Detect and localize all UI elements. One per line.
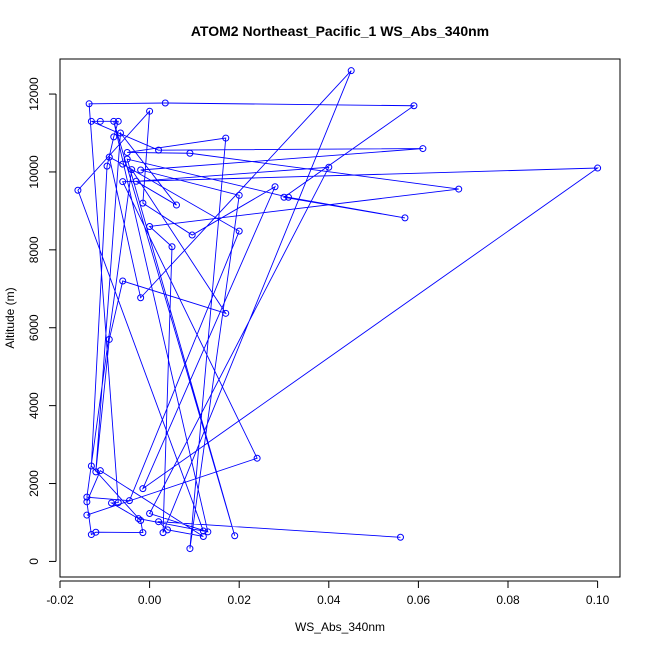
data-point: [235, 227, 243, 235]
data-point: [96, 117, 104, 125]
x-tick-label: 0.10: [586, 593, 610, 607]
series-line: [77, 70, 600, 549]
data-point: [83, 498, 91, 506]
data-point: [155, 146, 163, 154]
data-point: [119, 178, 127, 186]
y-axis-label: Altitude (m): [3, 287, 17, 348]
data-point: [410, 102, 418, 110]
data-point: [235, 191, 243, 199]
data-point: [325, 163, 333, 171]
y-tick-label: 0: [27, 558, 41, 565]
data-point: [231, 532, 239, 540]
data-point: [74, 186, 82, 194]
data-point: [134, 515, 142, 523]
data-point: [123, 148, 131, 156]
x-tick-label: 0.06: [407, 593, 431, 607]
data-point: [137, 294, 145, 302]
y-tick-label: 12000: [27, 77, 41, 111]
data-point: [222, 309, 230, 317]
data-point: [204, 528, 212, 536]
data-point: [103, 162, 111, 170]
data-point: [128, 166, 136, 174]
data-point: [110, 117, 118, 125]
data-point: [455, 185, 463, 193]
data-point: [125, 497, 133, 505]
data-point: [132, 177, 140, 185]
data-point: [139, 199, 147, 207]
data-point: [119, 160, 127, 168]
data-point: [594, 164, 602, 172]
data-point: [137, 166, 145, 174]
chart-title: ATOM2 Northeast_Pacific_1 WS_Abs_340nm: [191, 23, 489, 39]
data-point: [401, 214, 409, 222]
data-point: [172, 201, 180, 209]
data-point: [116, 129, 124, 137]
y-tick-label: 4000: [27, 392, 41, 419]
data-point: [396, 533, 404, 541]
x-tick-label: 0.04: [317, 593, 341, 607]
y-axis: 0 2000 4000 6000 8000 10000 12000: [27, 77, 57, 565]
y-tick-label: 8000: [27, 236, 41, 263]
data-point: [114, 499, 122, 507]
data-point: [123, 155, 131, 163]
data-point: [146, 222, 154, 230]
data-point: [87, 462, 95, 470]
data-point: [119, 277, 127, 285]
data-point: [161, 99, 169, 107]
data-point: [188, 231, 196, 239]
data-point: [419, 145, 427, 153]
data-point: [155, 518, 163, 526]
data-point: [110, 133, 118, 141]
data-point: [284, 193, 292, 201]
data-point: [168, 243, 176, 251]
data-point: [186, 545, 194, 553]
data-point: [146, 107, 154, 115]
data-point: [92, 468, 100, 476]
data-point: [83, 493, 91, 501]
data-point: [222, 134, 230, 142]
y-tick-label: 10000: [27, 155, 41, 189]
data-point: [85, 100, 93, 108]
data-point: [280, 193, 288, 201]
y-tick-label: 2000: [27, 470, 41, 497]
data-point: [92, 528, 100, 536]
plot-area: [59, 58, 621, 578]
x-tick-label: 0.08: [496, 593, 520, 607]
data-point: [139, 485, 147, 493]
data-point: [114, 117, 122, 125]
data-point: [105, 153, 113, 161]
data-point: [253, 454, 261, 462]
data-point: [159, 529, 167, 537]
x-tick-label: 0.02: [228, 593, 252, 607]
x-axis: -0.02 0.00 0.02 0.04 0.06 0.08 0.10: [46, 580, 610, 607]
data-point: [271, 183, 279, 191]
data-point: [199, 527, 207, 535]
y-tick-label: 6000: [27, 314, 41, 341]
data-point: [186, 149, 194, 157]
data-point: [96, 467, 104, 475]
series-layer: [74, 67, 602, 553]
data-point: [347, 67, 355, 75]
x-axis-label: WS_Abs_340nm: [295, 620, 385, 634]
data-point: [146, 510, 154, 518]
data-point: [139, 529, 147, 537]
x-tick-label: 0.00: [138, 593, 162, 607]
data-point: [199, 532, 207, 540]
x-tick-label: -0.02: [46, 593, 74, 607]
data-point: [83, 511, 91, 519]
data-point: [87, 117, 95, 125]
data-point: [137, 517, 145, 525]
data-point: [108, 499, 116, 507]
data-point: [105, 335, 113, 343]
